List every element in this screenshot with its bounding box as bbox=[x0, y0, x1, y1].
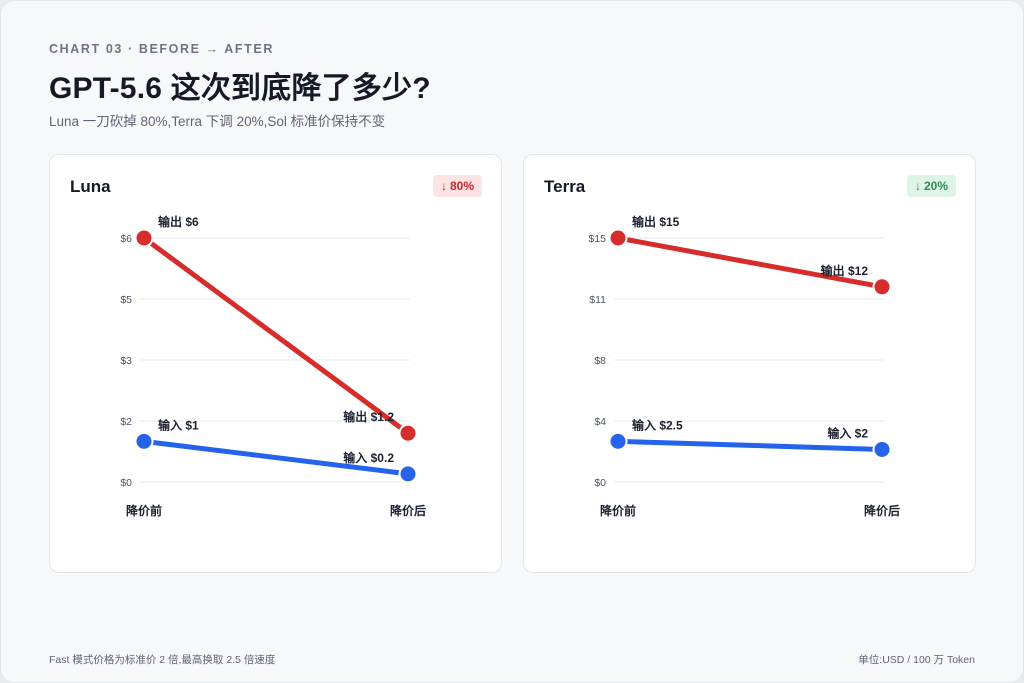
data-point-输出 bbox=[398, 423, 418, 443]
series-line-输出 bbox=[615, 235, 885, 290]
arrow-down-icon: ↓ bbox=[914, 179, 921, 193]
series-line-输入 bbox=[141, 438, 411, 477]
y-tick-label: $6 bbox=[120, 233, 132, 245]
y-tick-label: $0 bbox=[120, 477, 132, 489]
data-point-输出 bbox=[608, 228, 628, 248]
y-tick-label: $11 bbox=[589, 294, 606, 306]
data-point-输入 bbox=[872, 439, 892, 459]
y-tick-label: $4 bbox=[594, 416, 606, 428]
terra-change-value: 20% bbox=[923, 179, 948, 193]
arrow-down-icon: ↓ bbox=[440, 179, 447, 193]
terra-slope-chart: $0 $4 $8 $11 $15 降价前 降价后 输出 $15 输出 $12 输入 $2.5 输入 … bbox=[588, 214, 900, 518]
data-label-输入: 输入 $0.2 bbox=[343, 450, 394, 465]
terra-panel-title: Terra bbox=[544, 177, 586, 196]
unit-note: 单位:USD / 100 万 Token bbox=[858, 654, 975, 666]
data-label-输入: 输入 $2.5 bbox=[632, 417, 683, 432]
luna-panel: Luna ↓ 80% $0 $2 $3 $5 $6 降价前 降价后 输出 $6 输出 $1.2 输… bbox=[49, 154, 502, 573]
series-line-输入 bbox=[615, 438, 885, 452]
y-tick-label: $2 bbox=[120, 416, 132, 428]
data-point-输出 bbox=[134, 228, 154, 248]
x-category-label: 降价后 bbox=[390, 503, 426, 518]
data-label-输出: 输出 $15 bbox=[632, 214, 680, 229]
x-category-label: 降价前 bbox=[126, 503, 162, 518]
x-category-label: 降价前 bbox=[600, 503, 636, 518]
data-point-输入 bbox=[134, 431, 154, 451]
chart-eyebrow: CHART 03 · BEFORE → AFTER bbox=[49, 42, 274, 56]
page-subtitle: Luna 一刀砍掉 80%,Terra 下调 20%,Sol 标准价保持不变 bbox=[49, 114, 386, 129]
y-tick-label: $8 bbox=[594, 355, 606, 367]
data-label-输入: 输入 $1 bbox=[158, 417, 199, 432]
page-title: GPT-5.6 这次到底降了多少? bbox=[49, 72, 431, 105]
data-label-输出: 输出 $1.2 bbox=[343, 409, 394, 424]
luna-slope-chart: $0 $2 $3 $5 $6 降价前 降价后 输出 $6 输出 $1.2 输入 $1 输入 $0.2 bbox=[120, 214, 426, 518]
data-point-输出 bbox=[872, 277, 892, 297]
terra-change-badge: ↓ 20% bbox=[906, 175, 956, 197]
series-line-输出 bbox=[141, 235, 411, 436]
terra-panel: Terra ↓ 20% $0 $4 $8 $11 $15 降价前 降价后 输出 $15 输出 $… bbox=[523, 154, 976, 573]
luna-change-badge: ↓ 80% bbox=[432, 175, 482, 197]
data-point-输入 bbox=[608, 431, 628, 451]
footnote: Fast 模式价格为标准价 2 倍,最高换取 2.5 倍速度 bbox=[49, 654, 276, 666]
y-tick-label: $15 bbox=[588, 233, 606, 245]
data-point-输入 bbox=[398, 464, 418, 484]
luna-change-value: 80% bbox=[449, 179, 474, 193]
y-tick-label: $5 bbox=[120, 294, 132, 306]
y-tick-label: $3 bbox=[120, 355, 132, 367]
luna-panel-title: Luna bbox=[70, 177, 111, 196]
x-category-label: 降价后 bbox=[864, 503, 900, 518]
data-label-输出: 输出 $6 bbox=[158, 214, 199, 229]
data-label-输入: 输入 $2 bbox=[827, 425, 868, 440]
data-label-输出: 输出 $12 bbox=[821, 263, 869, 278]
y-tick-label: $0 bbox=[594, 477, 606, 489]
